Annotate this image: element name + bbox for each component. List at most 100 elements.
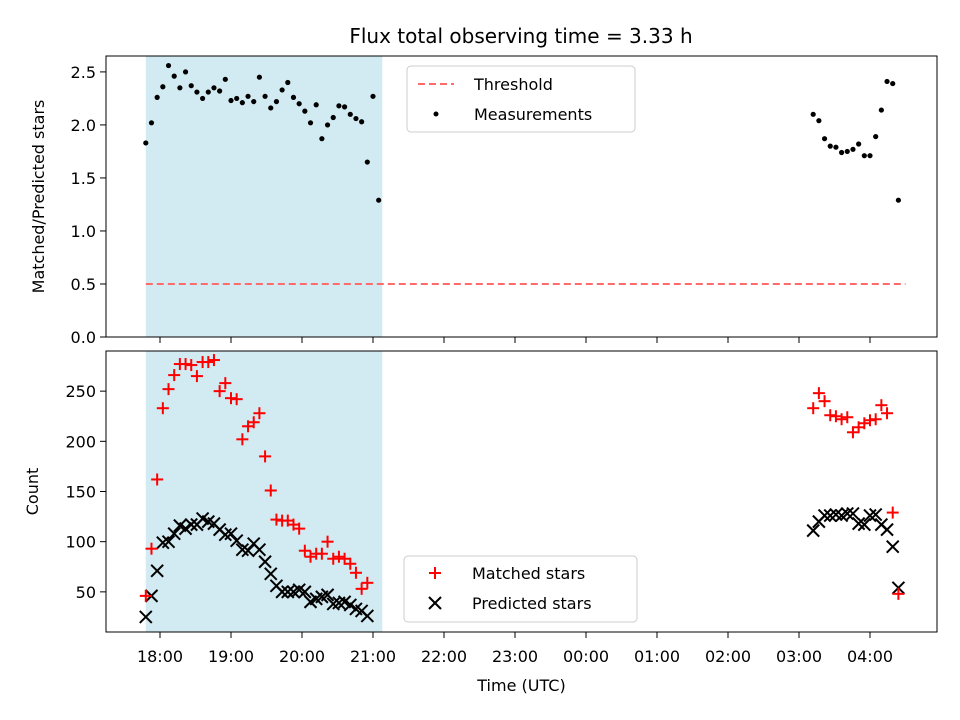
measurement-point [143, 140, 149, 146]
measurement-point [251, 98, 257, 105]
y-tick-label: 1.5 [71, 169, 96, 188]
matched-star-point [213, 385, 226, 398]
bottom-legend: Matched stars Predicted stars [403, 555, 638, 623]
measurement-point [239, 100, 245, 106]
matched-star-point [264, 484, 277, 497]
measurement-point [307, 120, 314, 126]
matched-star-point [253, 407, 266, 420]
measurement-point [273, 98, 280, 105]
measurement-point [302, 108, 308, 114]
measurement-point [154, 94, 160, 100]
measurement-point [324, 122, 331, 128]
measurement-point [810, 111, 816, 117]
measurement-point [370, 93, 376, 99]
x-tick-label: 03:00 [776, 647, 822, 666]
matched-star-point [835, 413, 848, 426]
matched-star-point [179, 358, 192, 371]
predicted-star-point [167, 526, 181, 541]
matched-star-point [259, 450, 272, 463]
measurement-point [205, 89, 211, 95]
matched-star-point [886, 506, 899, 519]
measurement-point [856, 141, 862, 147]
matched-star-point [818, 395, 831, 408]
measurement-point [319, 136, 325, 142]
measurement-point [177, 85, 183, 91]
matched-star-point [219, 377, 232, 390]
predicted-star-point [281, 585, 295, 599]
predicted-star-point [880, 522, 894, 537]
measurement-point [833, 144, 839, 150]
x-tick-label: 01:00 [634, 647, 680, 666]
x-tick-label: 00:00 [563, 647, 609, 666]
matched-star-point [230, 393, 243, 406]
matched-star-point [864, 414, 876, 427]
matched-star-point [202, 356, 215, 369]
predicted-star-point [343, 598, 357, 612]
matched-star-point [247, 416, 260, 429]
matched-star-point [812, 387, 825, 400]
x-axis-label: Time (UTC) [476, 676, 565, 695]
x-tick-label: 23:00 [492, 647, 538, 666]
measurement-point [200, 95, 206, 102]
predicted-star-point [817, 508, 832, 523]
predicted-star-point [891, 581, 906, 595]
bottom-legend-box [403, 555, 638, 623]
measurement-point [839, 149, 845, 156]
predicted-star-point [840, 506, 854, 521]
measurement-point [245, 93, 251, 99]
top-y-axis-label: Matched/Predicted stars [29, 100, 48, 294]
matched-star-point [846, 426, 859, 439]
top-legend-box [406, 65, 636, 133]
chart-title: Flux total observing time = 3.33 h [349, 24, 692, 48]
x-tick-label: 21:00 [350, 647, 396, 666]
bottom-shaded-region [145, 351, 383, 632]
measurement-point [364, 159, 370, 165]
matched-star-point [841, 411, 854, 424]
bottom-panel: 50 100 150 200 250 18:00 19:00 20:00 21:00 22:00… [23, 350, 938, 695]
measurement-point [285, 79, 291, 86]
measurement-point [296, 101, 302, 107]
measurement-point [160, 84, 166, 90]
y-tick-label: 0.5 [71, 275, 96, 294]
measurement-point [182, 69, 189, 75]
x-tick-label: 19:00 [208, 647, 254, 666]
measurement-point [867, 153, 873, 159]
matched-star-point [321, 535, 334, 548]
matched-star-point [824, 409, 837, 422]
matched-stars-series [139, 354, 905, 602]
matched-star-point [190, 370, 203, 383]
measurement-point [330, 114, 336, 121]
measurement-point [262, 93, 268, 99]
matched-star-point [185, 359, 198, 372]
measurement-point [234, 95, 240, 102]
matched-star-point [168, 369, 181, 382]
measurement-point [165, 62, 172, 69]
matched-star-point [338, 552, 351, 565]
legend-threshold-label: Threshold [473, 75, 553, 94]
matched-star-point [892, 587, 905, 600]
matched-star-point [881, 407, 894, 420]
measurement-point [844, 148, 850, 155]
legend-matched-label: Matched stars [472, 564, 585, 583]
legend-predicted-label: Predicted stars [472, 594, 592, 613]
matched-star-point [162, 383, 175, 396]
bottom-y-ticks: 50 100 150 200 250 [65, 382, 106, 602]
y-tick-label: 100 [65, 533, 96, 552]
y-tick-label: 200 [65, 432, 96, 451]
measurement-point [171, 73, 177, 79]
matched-star-point [327, 552, 340, 565]
predicted-star-point [806, 523, 820, 538]
measurement-point [222, 76, 228, 82]
bottom-x-ticks: 18:00 19:00 20:00 21:00 22:00 23:00 00:00 01:00… [137, 632, 893, 666]
top-y-ticks: 0.0 0.5 1.0 1.5 2.0 2.5 [71, 63, 106, 347]
matched-star-point [298, 544, 311, 557]
matched-star-point [355, 582, 368, 595]
predicted-star-point [258, 555, 272, 569]
y-tick-label: 1.0 [71, 222, 96, 241]
predicted-star-point [150, 564, 164, 578]
top-x-ticks [159, 337, 871, 343]
matched-star-point [207, 354, 220, 367]
measurement-point [821, 136, 828, 142]
measurement-point [878, 107, 884, 113]
